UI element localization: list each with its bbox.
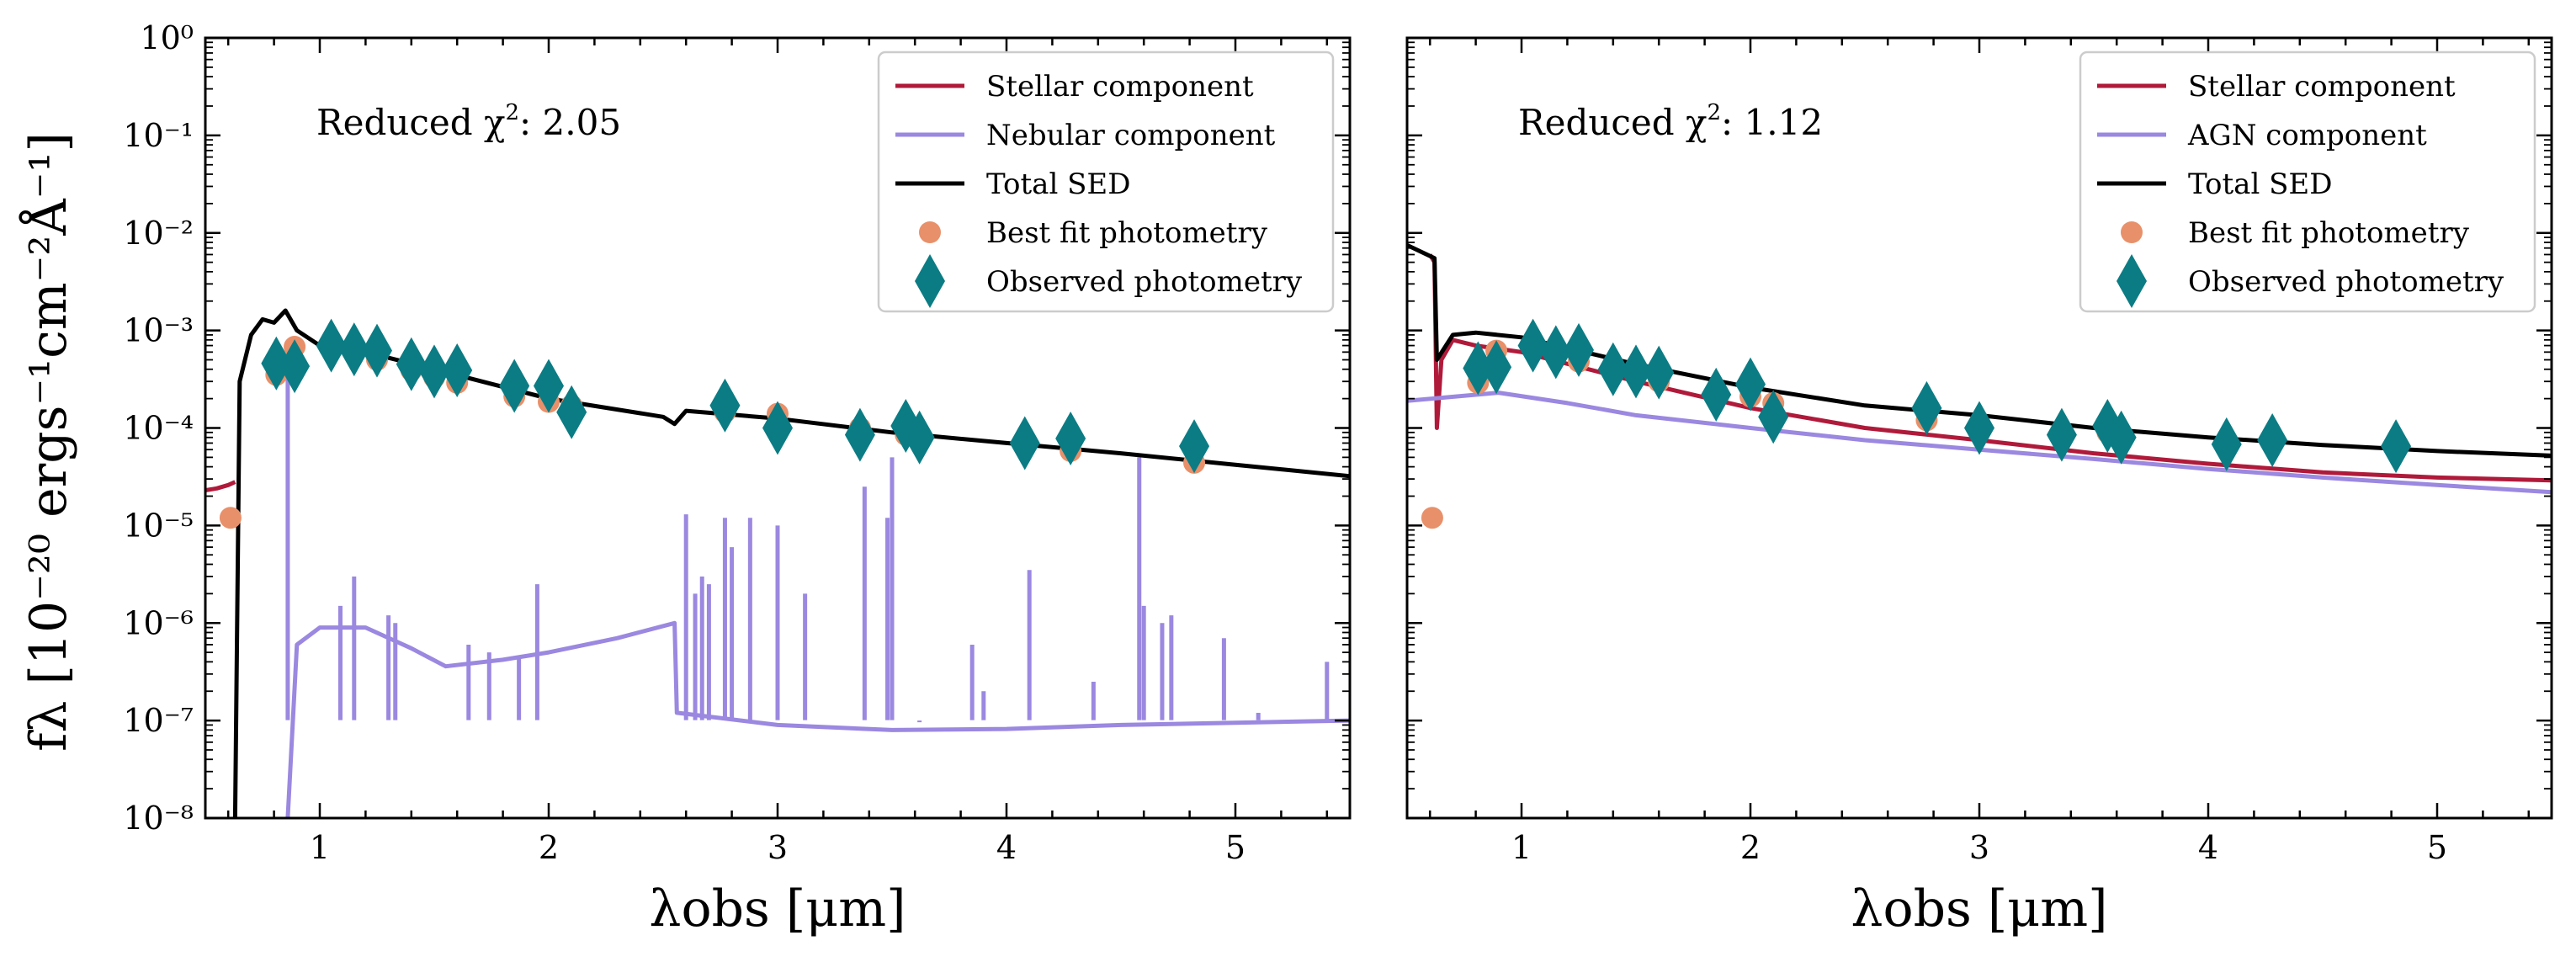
- observed-point: [1701, 367, 1732, 422]
- x-tick-label: 3: [1969, 829, 1989, 866]
- x-tick-label: 4: [2198, 829, 2218, 866]
- y-tick-label: 10⁻⁵: [123, 507, 194, 544]
- observed-point: [1179, 419, 1210, 474]
- observed-point: [2381, 419, 2412, 474]
- legend-label: Best fit photometry: [986, 216, 1268, 250]
- series-agn-line: [1407, 391, 2552, 495]
- panel-right: 1 2 3 4 5 λobs [μm] Reduced χ2: 1.12 Stellar co…: [1405, 36, 2553, 938]
- best-fit-point: [1421, 507, 1443, 529]
- y-tick-label: 10⁻⁸: [123, 800, 194, 837]
- x-tick-label: 1: [1511, 829, 1532, 866]
- observed-point: [844, 407, 875, 462]
- y-tick-label: 10⁻²: [123, 215, 194, 252]
- x-tick-label: 5: [1225, 829, 1246, 866]
- y-tick-label: 10⁰: [140, 19, 194, 56]
- observed-point: [2046, 407, 2077, 462]
- plot-area: [1407, 242, 2552, 529]
- observed-point: [338, 322, 369, 377]
- legend-label: Total SED: [2188, 167, 2333, 201]
- legend-label: Stellar component: [986, 70, 1254, 104]
- observed-point: [1564, 322, 1594, 377]
- y-axis-label: fλ [10⁻²⁰ ergs⁻¹cm⁻²Å⁻¹]: [19, 132, 78, 752]
- y-tick-label: 10⁻⁷: [123, 702, 194, 739]
- observed-point: [362, 323, 392, 378]
- legend: Stellar component Nebular component Total …: [877, 50, 1335, 313]
- legend-swatch-best-fit: [919, 221, 941, 243]
- observed-point: [419, 344, 449, 399]
- observed-point: [1964, 401, 1994, 455]
- observed-point: [261, 336, 292, 391]
- series-stellar-line: [1428, 253, 2552, 483]
- y-tick-label: 10⁻⁴: [123, 410, 194, 447]
- observed-point: [1540, 325, 1571, 380]
- x-tick-label: 1: [310, 829, 330, 866]
- observed-point: [556, 385, 587, 439]
- observed-point: [442, 343, 473, 398]
- legend-label: Total SED: [986, 167, 1131, 201]
- observed-point: [316, 318, 347, 373]
- observed-point: [1644, 345, 1675, 400]
- legend-swatch-observed: [915, 254, 945, 308]
- series-total-line: [232, 308, 1350, 818]
- y-tick-label: 10⁻¹: [123, 117, 194, 154]
- observed-point: [2106, 410, 2137, 465]
- observed-point: [2211, 417, 2242, 471]
- observed-point: [904, 410, 935, 465]
- legend-label: Stellar component: [2188, 70, 2456, 104]
- legend: Stellar component AGN component Total SED B…: [2079, 50, 2536, 313]
- observed-point: [1621, 344, 1651, 399]
- x-tick-label: 2: [1740, 829, 1761, 866]
- best-fit-point: [219, 507, 242, 529]
- panel-left: 1 2 3 4 5 10⁻⁸ 10⁻⁷ 10⁻⁶ 10⁻⁵ 10⁻⁴ 10⁻³ 10⁻² 10⁻¹ 10⁰…: [123, 19, 1352, 938]
- observed-point: [1055, 412, 1086, 466]
- plot-area: [205, 308, 1350, 818]
- legend-swatch-best-fit: [2121, 221, 2143, 243]
- observed-point: [1463, 341, 1494, 396]
- series-nebular-line: [285, 620, 1350, 818]
- observed-point: [279, 339, 311, 394]
- observed-point: [2257, 412, 2288, 467]
- x-axis-label: λobs [μm]: [649, 880, 906, 938]
- observed-point: [1911, 380, 1942, 435]
- observed-point: [1517, 318, 1548, 373]
- observed-point: [1758, 390, 1789, 444]
- legend-swatch-observed: [2117, 254, 2147, 308]
- x-tick-label: 2: [539, 829, 559, 866]
- series-stellar-line: [205, 480, 236, 492]
- legend-label: Observed photometry: [986, 265, 1303, 299]
- reduced-chi2-annotation: Reduced χ2: 2.05: [316, 100, 621, 143]
- observed-point: [762, 401, 793, 455]
- observed-point: [1597, 342, 1628, 396]
- legend-label: Observed photometry: [2188, 265, 2504, 299]
- legend-frame: [2079, 50, 2536, 313]
- legend-label: AGN component: [2187, 119, 2427, 152]
- x-tick-label: 4: [996, 829, 1017, 866]
- x-axis-label: λobs [μm]: [1851, 880, 2107, 938]
- y-tick-label: 10⁻³: [123, 312, 194, 349]
- legend-label: Nebular component: [986, 119, 1276, 152]
- legend-label: Best fit photometry: [2188, 216, 2470, 250]
- observed-point: [1481, 340, 1512, 395]
- legend-frame: [877, 50, 1335, 313]
- observed-point: [1735, 357, 1766, 412]
- observed-point: [534, 359, 564, 413]
- x-tick-label: 5: [2427, 829, 2447, 866]
- y-tick-label: 10⁻⁶: [123, 604, 194, 641]
- observed-point: [396, 337, 427, 391]
- x-tick-label: 3: [767, 829, 788, 866]
- observed-point: [1009, 416, 1040, 470]
- observed-point: [709, 378, 741, 433]
- reduced-chi2-annotation: Reduced χ2: 1.12: [1518, 100, 1823, 143]
- observed-point: [499, 359, 530, 413]
